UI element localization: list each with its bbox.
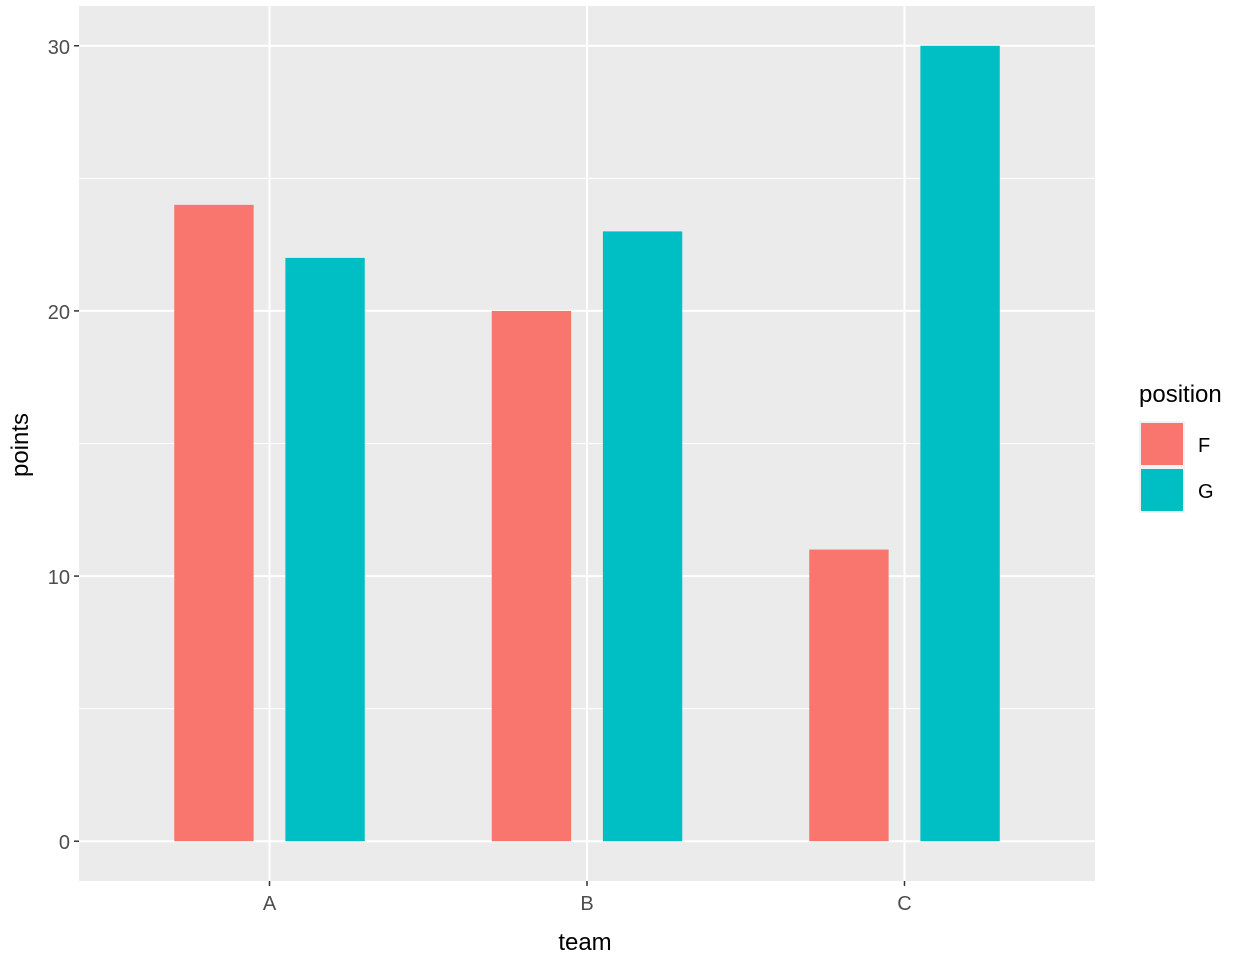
bar-F-C [809,549,889,842]
legend-label: F [1198,435,1210,457]
bar-marks [174,45,1000,842]
bar-G-B [602,231,683,842]
legend-swatch-F [1141,423,1183,465]
bar-F-A [174,204,254,842]
y-tick-label: 10 [48,567,70,589]
legend-title: position [1139,381,1222,408]
y-tick-label: 0 [59,832,70,854]
bar-G-A [285,257,365,842]
x-tick-label: C [897,893,911,915]
y-tick-label: 30 [48,37,70,59]
x-tick-label: A [263,893,277,915]
legend-swatch-G [1141,469,1183,511]
x-axis: A B C [263,881,912,915]
x-tick-label: B [580,893,593,915]
x-axis-title: team [558,929,611,956]
y-axis-title: points [7,413,34,477]
legend-label: G [1198,481,1214,503]
y-axis: 0 10 20 30 [48,37,79,854]
y-tick-label: 20 [48,302,70,324]
legend: position F G [1139,381,1222,513]
bar-F-B [491,310,572,842]
bar-G-C [920,45,1000,842]
